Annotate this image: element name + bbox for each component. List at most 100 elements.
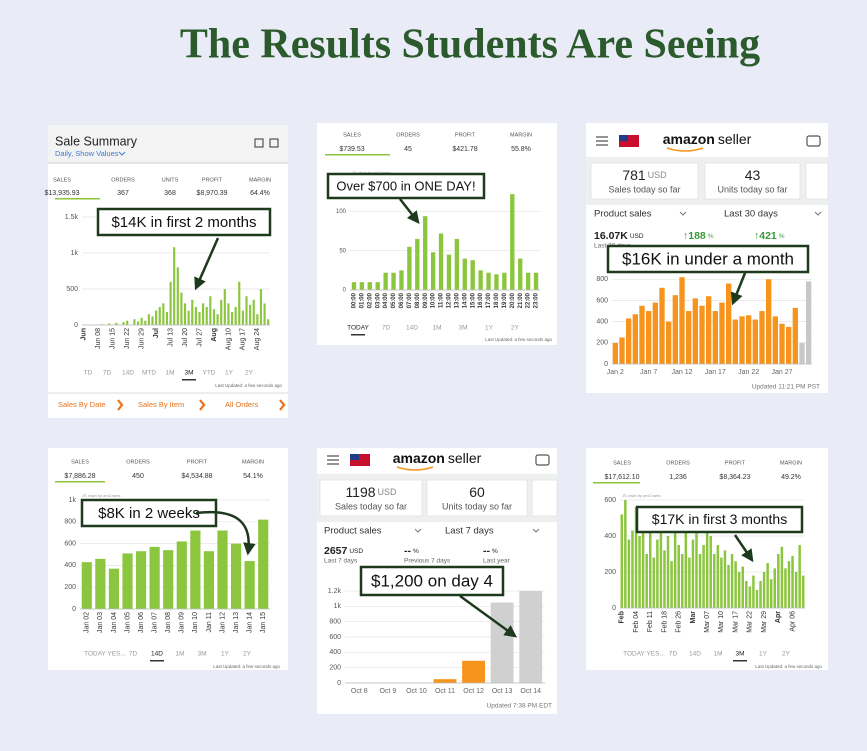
tab-underline <box>733 660 747 662</box>
tab[interactable]: TODAY YES... <box>623 651 665 658</box>
tab[interactable]: 14D <box>689 651 701 658</box>
menu-icon[interactable] <box>596 136 608 146</box>
x-tick-label: 08:00 <box>415 292 421 308</box>
tab[interactable]: 2Y <box>511 325 520 332</box>
x-tick-label: 03:00 <box>375 292 381 308</box>
callout-box <box>80 498 218 528</box>
menu-icon[interactable] <box>327 455 339 465</box>
tab[interactable]: 2Y <box>243 651 252 658</box>
camera-icon[interactable] <box>535 454 550 466</box>
camera-icon[interactable] <box>806 135 821 147</box>
tab[interactable]: YTD <box>203 370 216 377</box>
tab[interactable]: 1M <box>432 325 441 332</box>
stat-label: PROFIT <box>187 459 208 465</box>
bar <box>249 304 252 325</box>
bar <box>533 272 539 290</box>
tab[interactable]: 1Y <box>225 370 234 377</box>
stat-label: SALES <box>71 459 89 465</box>
x-tick-label: 12:00 <box>447 292 453 308</box>
callout-box <box>359 565 505 597</box>
bar <box>688 557 691 608</box>
tab[interactable]: TODAY YES... <box>84 651 126 658</box>
bar <box>734 561 737 608</box>
nav-link[interactable]: All Orders <box>225 400 259 409</box>
summary-value: --% <box>483 545 498 557</box>
bar <box>187 310 190 325</box>
tab[interactable]: 14D <box>151 651 163 658</box>
bar <box>108 323 111 325</box>
x-tick-label: Jan 10 <box>192 612 199 633</box>
tab[interactable]: 7D <box>669 651 678 658</box>
x-tick-label: 14:00 <box>462 292 468 308</box>
period-select[interactable]: Last 7 days <box>445 526 494 537</box>
bar <box>259 289 263 325</box>
bar <box>494 274 499 290</box>
tab[interactable]: 7D <box>129 651 138 658</box>
tab[interactable]: 1Y <box>759 651 768 658</box>
x-tick-label: 10:00 <box>431 292 437 308</box>
tab[interactable]: 1Y <box>221 651 230 658</box>
stat-label: ORDERS <box>666 460 690 466</box>
nav-link[interactable]: Sales By Item <box>138 400 184 409</box>
card-number: 43 <box>745 167 761 183</box>
metric-select[interactable]: Product sales <box>594 209 652 220</box>
tab[interactable]: 3M <box>458 325 467 332</box>
edit-icon[interactable] <box>269 138 279 148</box>
summary-unit: % <box>413 548 419 555</box>
nav-link[interactable]: Sales By Date <box>58 400 106 409</box>
tab[interactable]: 14D <box>122 370 134 377</box>
bar <box>133 319 136 325</box>
tab[interactable]: 1M <box>165 370 174 377</box>
x-tick-label: Jul <box>153 328 160 338</box>
bar <box>438 233 444 290</box>
share-icon[interactable] <box>254 138 264 148</box>
x-tick-label: Mar 17 <box>732 611 739 633</box>
tab[interactable]: 3M <box>197 651 206 658</box>
y-tick-label: 600 <box>329 634 341 641</box>
watermark: JS chart by amCharts <box>622 493 660 498</box>
x-tick-label: 02:00 <box>367 292 373 308</box>
bar <box>238 281 241 325</box>
tab[interactable]: 1M <box>175 651 184 658</box>
bar <box>252 299 255 325</box>
tab[interactable]: TODAY <box>347 325 369 332</box>
x-tick-label: Jun <box>81 328 88 340</box>
summary-number: 16.07K <box>594 230 628 242</box>
stat-label: UNITS <box>162 177 179 183</box>
tab[interactable]: 2Y <box>782 651 791 658</box>
bar <box>367 282 372 290</box>
bar <box>203 551 215 609</box>
bar <box>149 546 160 609</box>
x-tick-label: 11:00 <box>439 292 445 308</box>
x-tick-label: Jan 15 <box>260 612 267 633</box>
bar <box>194 307 197 325</box>
tab[interactable]: 3M <box>184 370 193 377</box>
bar <box>220 299 223 325</box>
tab[interactable]: MTD <box>142 370 156 377</box>
tab[interactable]: 1M <box>713 651 722 658</box>
tab-underline <box>150 660 164 662</box>
bar <box>692 298 698 364</box>
tab[interactable]: 7D <box>103 370 112 377</box>
x-tick-label: Jan 04 <box>111 612 118 633</box>
tab[interactable]: TD <box>84 370 93 377</box>
bar <box>705 525 709 608</box>
bar <box>462 660 485 683</box>
period-select[interactable]: Last 30 days <box>724 209 778 220</box>
bar <box>766 279 772 364</box>
stat-value: 49.2% <box>781 474 801 481</box>
tab[interactable]: 7D <box>382 325 391 332</box>
bar <box>81 562 92 609</box>
bar <box>670 561 673 608</box>
y-tick-label: 100 <box>336 209 347 215</box>
tab[interactable]: 3M <box>735 651 744 658</box>
y-tick-label: 400 <box>329 649 341 656</box>
tab[interactable]: 14D <box>406 325 418 332</box>
summary-label: Last year <box>483 558 511 565</box>
y-tick-label: 400 <box>596 318 608 325</box>
metric-select[interactable]: Product sales <box>324 526 382 537</box>
x-tick-label: Feb 26 <box>676 611 683 633</box>
bar <box>391 272 396 290</box>
tab[interactable]: 2Y <box>245 370 254 377</box>
tab[interactable]: 1Y <box>485 325 494 332</box>
